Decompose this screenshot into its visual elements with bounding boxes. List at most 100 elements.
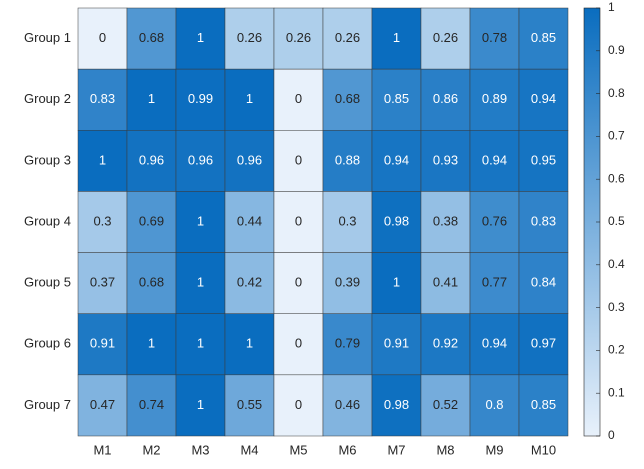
cell bbox=[273, 252, 324, 314]
cell-label: 0.78 bbox=[482, 30, 507, 45]
cell bbox=[224, 313, 275, 376]
cell bbox=[469, 130, 520, 192]
cell-label: 0.96 bbox=[139, 152, 164, 167]
cell-label: 0.91 bbox=[384, 336, 409, 351]
cell-label: 0.85 bbox=[531, 397, 556, 412]
cell-label: 0.94 bbox=[531, 91, 556, 106]
cell bbox=[420, 313, 471, 376]
cell-label: 0.95 bbox=[531, 152, 556, 167]
cell bbox=[420, 7, 471, 70]
cell bbox=[518, 191, 569, 253]
colorbar-tick-label: 0.9 bbox=[608, 43, 625, 57]
cell bbox=[126, 252, 177, 314]
colorbar-tick-label: 0.6 bbox=[608, 171, 625, 185]
cell-label: 0.97 bbox=[531, 336, 556, 351]
cell-label: 0.94 bbox=[384, 152, 409, 167]
cell-label: 0.79 bbox=[335, 336, 360, 351]
cell-label: 0.91 bbox=[90, 336, 115, 351]
colorbar-tick-label: 1 bbox=[608, 0, 615, 14]
column-label: M6 bbox=[338, 442, 356, 457]
cell bbox=[77, 7, 128, 70]
cell bbox=[518, 7, 569, 70]
cell bbox=[518, 68, 569, 131]
colorbar-tick-label: 0.2 bbox=[608, 343, 625, 357]
cell bbox=[518, 313, 569, 376]
cell-label: 0 bbox=[295, 275, 302, 290]
cell-label: 0.99 bbox=[188, 91, 213, 106]
cell-label: 0.76 bbox=[482, 213, 507, 228]
cell-label: 0.93 bbox=[433, 152, 458, 167]
row-label: Group 1 bbox=[24, 30, 71, 45]
cell bbox=[371, 7, 422, 70]
cell bbox=[322, 313, 373, 376]
row-label: Group 6 bbox=[24, 336, 71, 351]
cell-label: 0 bbox=[295, 397, 302, 412]
cell bbox=[224, 374, 275, 437]
cell-label: 0.38 bbox=[433, 213, 458, 228]
cell-label: 0.74 bbox=[139, 397, 164, 412]
cell-label: 1 bbox=[197, 336, 204, 351]
cell-label: 0.8 bbox=[485, 397, 503, 412]
cell bbox=[469, 313, 520, 376]
cell bbox=[273, 68, 324, 131]
cell-label: 0.3 bbox=[93, 213, 111, 228]
column-label: M3 bbox=[191, 442, 209, 457]
cell bbox=[420, 374, 471, 437]
cell bbox=[322, 130, 373, 192]
cell-label: 0.68 bbox=[335, 91, 360, 106]
cell-label: 1 bbox=[246, 336, 253, 351]
cell bbox=[469, 252, 520, 314]
cell bbox=[77, 313, 128, 376]
cell bbox=[175, 313, 226, 376]
cell bbox=[126, 313, 177, 376]
cell bbox=[371, 252, 422, 314]
column-label: M7 bbox=[387, 442, 405, 457]
cell bbox=[224, 191, 275, 253]
cell bbox=[175, 191, 226, 253]
cell bbox=[273, 313, 324, 376]
cell bbox=[469, 68, 520, 131]
cell-label: 0.92 bbox=[433, 336, 458, 351]
cell bbox=[322, 374, 373, 437]
cell bbox=[273, 374, 324, 437]
cell-label: 0 bbox=[295, 336, 302, 351]
cell bbox=[469, 7, 520, 70]
cell-label: 0.41 bbox=[433, 275, 458, 290]
cell-label: 0.42 bbox=[237, 275, 262, 290]
cell bbox=[224, 130, 275, 192]
cell-label: 0.68 bbox=[139, 30, 164, 45]
cell bbox=[77, 191, 128, 253]
cell bbox=[126, 68, 177, 131]
cell bbox=[126, 130, 177, 192]
column-label: M10 bbox=[531, 442, 556, 457]
row-label: Group 7 bbox=[24, 397, 71, 412]
cell bbox=[469, 191, 520, 253]
cell bbox=[273, 130, 324, 192]
cell bbox=[322, 191, 373, 253]
cell-label: 0.96 bbox=[237, 152, 262, 167]
cell-label: 0.96 bbox=[188, 152, 213, 167]
cell bbox=[518, 374, 569, 437]
cell bbox=[175, 7, 226, 70]
cell-label: 0.83 bbox=[90, 91, 115, 106]
cell-label: 1 bbox=[246, 91, 253, 106]
cell-label: 0.84 bbox=[531, 275, 556, 290]
cell bbox=[175, 68, 226, 131]
cell bbox=[126, 374, 177, 437]
cell-label: 0.94 bbox=[482, 336, 507, 351]
cell-label: 1 bbox=[99, 152, 106, 167]
cell-label: 0.86 bbox=[433, 91, 458, 106]
cell-label: 0.44 bbox=[237, 213, 262, 228]
colorbar-tick-label: 0.5 bbox=[608, 214, 625, 228]
cell-label: 0.88 bbox=[335, 152, 360, 167]
column-label: M9 bbox=[485, 442, 503, 457]
cell-label: 0.68 bbox=[139, 275, 164, 290]
cell-label: 0.26 bbox=[335, 30, 360, 45]
row-label: Group 2 bbox=[24, 91, 71, 106]
cell-label: 0.89 bbox=[482, 91, 507, 106]
cell-label: 1 bbox=[148, 91, 155, 106]
colorbar-tick-label: 0.3 bbox=[608, 300, 625, 314]
row-label: Group 4 bbox=[24, 213, 71, 228]
cell bbox=[420, 68, 471, 131]
cell-label: 1 bbox=[393, 275, 400, 290]
